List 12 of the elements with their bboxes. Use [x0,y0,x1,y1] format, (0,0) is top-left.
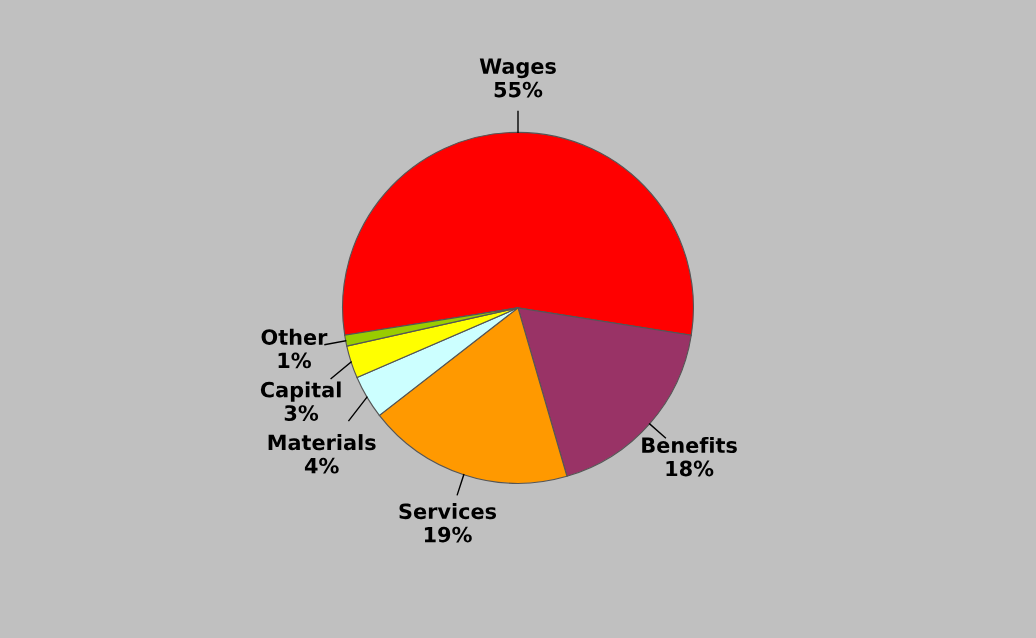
data-label: 3% [284,405,319,421]
data-label: 1% [278,352,311,369]
slice-label: Other [261,328,328,345]
data-label: 4% [304,457,339,474]
slice-label: Wages [479,58,556,79]
data-label: 55% [494,81,543,98]
slice-label: Services [399,503,497,520]
slice-label: Materials [268,434,376,451]
data-label: 18% [666,460,714,477]
slice-label: Capital [260,381,341,402]
data-label: 19% [424,526,472,543]
slice-label: Benefits [642,436,737,454]
